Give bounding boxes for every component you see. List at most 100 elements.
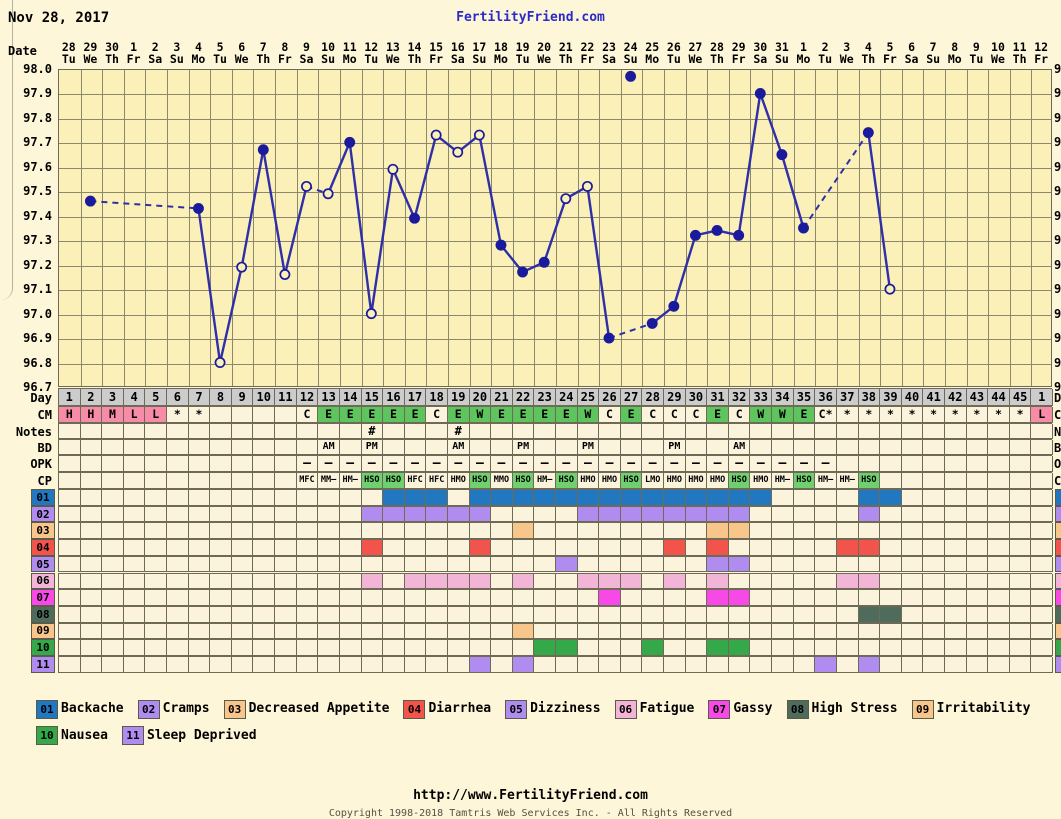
notes-cell[interactable] [318, 424, 340, 439]
symptom-cell[interactable] [80, 506, 103, 523]
symptom-cell[interactable] [793, 606, 816, 623]
symptom-code-badge[interactable]: 10 [31, 639, 55, 656]
opk-cell[interactable]: – [577, 456, 600, 472]
symptom-cell[interactable] [534, 657, 556, 673]
symptom-cell[interactable] [556, 573, 578, 590]
bd-cell[interactable] [750, 440, 773, 455]
notes-cell[interactable] [923, 424, 945, 439]
symptom-cell[interactable] [447, 523, 470, 540]
day-number-cell[interactable]: 34 [772, 389, 794, 406]
symptom-cell[interactable] [707, 623, 729, 640]
day-number-cell[interactable]: 29 [664, 389, 686, 406]
symptom-code-badge[interactable]: 09 [1055, 622, 1061, 640]
symptom-cell[interactable] [318, 573, 340, 590]
symptom-cell[interactable] [772, 606, 794, 623]
notes-cell[interactable] [880, 424, 902, 439]
symptom-cell[interactable] [880, 556, 902, 573]
symptom-cell[interactable] [296, 590, 319, 606]
bd-cell[interactable] [231, 440, 254, 455]
day-number-cell[interactable]: 27 [620, 389, 643, 406]
cm-cell[interactable]: E [447, 407, 470, 423]
cp-cell[interactable] [901, 473, 924, 489]
symptom-cell[interactable] [80, 523, 103, 540]
symptom-cell[interactable] [145, 573, 168, 590]
symptom-cell[interactable] [556, 606, 578, 623]
opk-cell[interactable] [123, 456, 146, 472]
day-number-cell[interactable]: 7 [188, 389, 211, 406]
cp-cell[interactable]: HFC [404, 473, 427, 489]
day-number-cell[interactable]: 25 [577, 389, 600, 406]
symptom-cell[interactable] [102, 606, 124, 623]
cp-cell[interactable]: MFC [296, 473, 319, 489]
cp-cell[interactable]: HSO [620, 473, 643, 489]
symptom-cell[interactable] [253, 606, 276, 623]
symptom-cell[interactable] [404, 556, 427, 573]
opk-cell[interactable]: – [404, 456, 427, 472]
day-number-cell[interactable]: 35 [793, 389, 816, 406]
symptom-code-badge[interactable]: 07 [31, 589, 55, 606]
symptom-cell[interactable] [491, 590, 513, 606]
symptom-cell[interactable] [685, 657, 708, 673]
symptom-cell[interactable] [728, 573, 751, 590]
symptom-cell[interactable] [901, 556, 924, 573]
symptom-cell[interactable] [685, 506, 708, 523]
notes-cell[interactable] [123, 424, 146, 439]
symptom-cell[interactable] [512, 640, 535, 656]
temperature-point[interactable] [625, 70, 637, 82]
symptom-cell[interactable] [534, 540, 556, 556]
symptom-cell[interactable] [923, 657, 945, 673]
symptom-cell[interactable] [512, 573, 535, 590]
symptom-cell[interactable] [167, 657, 189, 673]
symptom-cell[interactable] [966, 573, 989, 590]
symptom-cell[interactable] [642, 657, 665, 673]
symptom-cell[interactable] [577, 573, 600, 590]
day-number-cell[interactable]: 1 [59, 389, 81, 406]
symptom-cell[interactable] [750, 506, 773, 523]
day-number-cell[interactable]: 1 [1031, 389, 1053, 406]
symptom-cell[interactable] [599, 540, 621, 556]
symptom-cell[interactable] [556, 556, 578, 573]
cm-cell[interactable]: E [620, 407, 643, 423]
symptom-cell[interactable] [210, 657, 232, 673]
symptom-cell[interactable] [80, 573, 103, 590]
symptom-cell[interactable] [966, 623, 989, 640]
bd-cell[interactable] [534, 440, 556, 455]
symptom-cell[interactable] [664, 623, 686, 640]
cm-cell[interactable]: E [556, 407, 578, 423]
cp-cell[interactable]: HSO [361, 473, 384, 489]
symptom-code-badge[interactable]: 01 [31, 489, 55, 506]
symptom-cell[interactable] [664, 590, 686, 606]
symptom-cell[interactable] [599, 506, 621, 523]
symptom-cell[interactable] [664, 657, 686, 673]
bd-cell[interactable] [491, 440, 513, 455]
symptom-cell[interactable] [685, 490, 708, 506]
symptom-cell[interactable] [620, 623, 643, 640]
notes-cell[interactable] [577, 424, 600, 439]
symptom-cell[interactable] [620, 573, 643, 590]
symptom-cell[interactable] [339, 590, 362, 606]
cp-cell[interactable] [167, 473, 189, 489]
symptom-cell[interactable] [728, 540, 751, 556]
symptom-cell[interactable] [685, 556, 708, 573]
opk-cell[interactable]: – [469, 456, 492, 472]
symptom-code-badge[interactable]: 08 [1055, 605, 1061, 623]
opk-cell[interactable]: – [426, 456, 448, 472]
symptom-code-badge[interactable]: 11 [31, 656, 55, 673]
temperature-point[interactable] [690, 229, 701, 241]
symptom-cell[interactable] [296, 523, 319, 540]
opk-cell[interactable]: – [620, 456, 643, 472]
symptom-cell[interactable] [793, 540, 816, 556]
symptom-cell[interactable] [296, 657, 319, 673]
symptom-code-badge[interactable]: 05 [1055, 555, 1061, 573]
symptom-cell[interactable] [188, 657, 211, 673]
symptom-cell[interactable] [901, 606, 924, 623]
cm-cell[interactable]: E [404, 407, 427, 423]
symptom-cell[interactable] [123, 523, 146, 540]
symptom-cell[interactable] [901, 490, 924, 506]
symptom-cell[interactable] [815, 556, 837, 573]
notes-cell[interactable] [858, 424, 881, 439]
notes-cell[interactable] [988, 424, 1010, 439]
symptom-cell[interactable] [275, 556, 297, 573]
cm-cell[interactable]: W [772, 407, 794, 423]
symptom-cell[interactable] [923, 623, 945, 640]
